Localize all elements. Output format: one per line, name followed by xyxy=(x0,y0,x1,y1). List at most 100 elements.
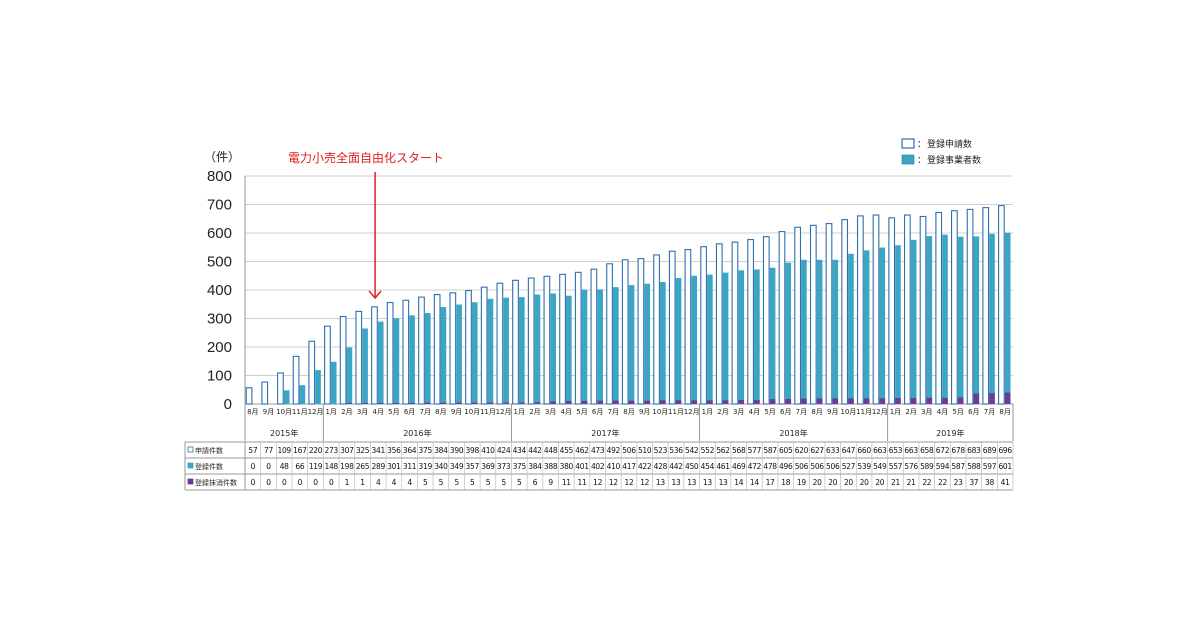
bar-registered xyxy=(863,250,870,404)
bar-applications xyxy=(543,275,551,405)
bar-cancelled xyxy=(675,400,682,404)
table-cell: 13 xyxy=(656,478,665,487)
table-cell: 689 xyxy=(983,446,997,455)
y-tick-label: 100 xyxy=(207,368,232,385)
x-tick-label: 9月 xyxy=(263,408,274,416)
year-label: 2015年 xyxy=(270,428,298,438)
table-cell: 492 xyxy=(607,446,621,455)
y-tick-label: 700 xyxy=(207,197,232,214)
bar-registered xyxy=(299,385,306,404)
bar-registered xyxy=(283,390,290,404)
bar-cancelled xyxy=(613,400,619,404)
table-cell: 678 xyxy=(951,446,965,455)
bar-applications xyxy=(512,279,519,405)
bar-cancelled xyxy=(785,398,792,404)
bar-cancelled xyxy=(926,397,933,404)
table-row-label: 申請件数 xyxy=(195,446,223,455)
bar-applications xyxy=(590,268,598,405)
bar-applications xyxy=(308,340,316,405)
bar-registered xyxy=(785,262,792,404)
x-tick-label: 10月 xyxy=(464,408,480,416)
bar-cancelled xyxy=(518,402,525,404)
legend-colon-2: ： xyxy=(917,156,926,166)
bar-registered xyxy=(942,234,948,404)
bar-applications xyxy=(919,215,927,405)
table-cell: 14 xyxy=(750,478,759,487)
bar-applications xyxy=(277,372,284,405)
table-cell: 552 xyxy=(701,446,715,455)
bar-cancelled xyxy=(581,400,588,404)
table-cell: 21 xyxy=(891,478,900,487)
bar-registered xyxy=(801,259,807,404)
table-cell: 620 xyxy=(795,446,809,455)
table-cell: 0 xyxy=(251,462,256,471)
bar-applications xyxy=(261,381,269,405)
bar-registered xyxy=(503,297,509,404)
x-tick-label: 8月 xyxy=(811,408,822,416)
table-row-marker xyxy=(187,478,194,485)
bar-cancelled xyxy=(362,403,368,404)
bar-registered xyxy=(910,239,917,404)
table-cell: 5 xyxy=(517,478,522,487)
table-cell: 307 xyxy=(340,446,354,455)
table-cell: 311 xyxy=(403,462,417,471)
table-cell: 0 xyxy=(298,478,303,487)
x-tick-label: 8月 xyxy=(435,408,446,416)
x-tick-label: 8月 xyxy=(999,408,1010,416)
year-label: 2017年 xyxy=(591,428,619,438)
table-cell: 653 xyxy=(889,446,903,455)
table-cell: 450 xyxy=(685,462,699,471)
bar-registered xyxy=(377,321,384,404)
table-cell: 398 xyxy=(466,446,480,455)
bar-applications xyxy=(778,231,786,405)
bar-applications xyxy=(872,214,880,405)
bar-applications xyxy=(966,208,974,405)
bar-registered xyxy=(1004,232,1011,404)
table-cell: 13 xyxy=(672,478,681,487)
bar-registered xyxy=(409,315,415,404)
bar-registered xyxy=(330,361,337,404)
bar-applications xyxy=(574,271,582,405)
bar-cancelled xyxy=(424,402,431,404)
table-cell: 325 xyxy=(356,446,370,455)
table-cell: 589 xyxy=(920,462,934,471)
table-cell: 576 xyxy=(904,462,918,471)
table-cell: 472 xyxy=(748,462,762,471)
table-cell: 557 xyxy=(889,462,903,471)
bar-cancelled xyxy=(816,398,823,404)
table-cell: 442 xyxy=(669,462,683,471)
x-tick-label: 10月 xyxy=(840,408,856,416)
table-cell: 588 xyxy=(967,462,981,471)
bar-applications xyxy=(903,214,911,405)
table-cell: 4 xyxy=(376,478,381,487)
bar-registered xyxy=(848,253,854,404)
x-tick-label: 3月 xyxy=(733,408,744,416)
table-cell: 473 xyxy=(591,446,605,455)
table-cell: 20 xyxy=(813,478,822,487)
table-cell: 5 xyxy=(454,478,459,487)
table-cell: 422 xyxy=(638,462,652,471)
bar-applications xyxy=(762,236,770,405)
x-axis: 8月 9月 10月 11月 12月 1月 2月 3月 4月 5月 6月 7月 8月 9月 10月 11月 12月… xyxy=(244,404,1014,441)
table-cell: 523 xyxy=(654,446,668,455)
bar-applications xyxy=(402,299,410,405)
table-row-label: 登録件数 xyxy=(195,462,223,471)
table-cell: 301 xyxy=(387,462,401,471)
table-cell: 341 xyxy=(372,446,386,455)
table-cell: 462 xyxy=(575,446,589,455)
table-cell: 20 xyxy=(828,478,837,487)
table-cell: 633 xyxy=(826,446,840,455)
table-cell: 373 xyxy=(497,462,511,471)
bar-registered xyxy=(393,318,400,404)
table-cell: 549 xyxy=(873,462,887,471)
bar-registered xyxy=(722,272,729,404)
bar-cancelled xyxy=(691,400,698,404)
table-cell: 37 xyxy=(969,478,978,487)
bar-applications xyxy=(856,215,864,405)
table-cell: 167 xyxy=(293,446,307,455)
table-cell: 683 xyxy=(967,446,981,455)
bar-cancelled xyxy=(1004,392,1011,404)
bar-registered xyxy=(895,245,901,404)
table-cell: 696 xyxy=(998,446,1012,455)
